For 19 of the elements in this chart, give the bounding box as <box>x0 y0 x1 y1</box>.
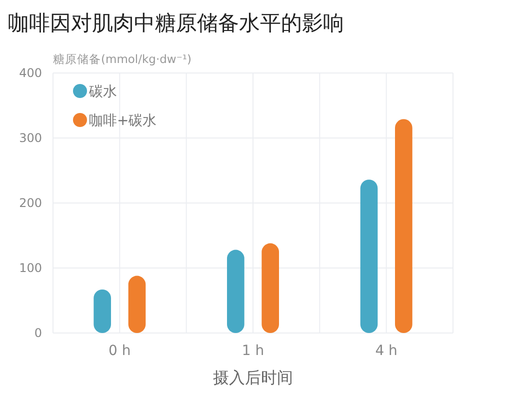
x-tick-label: 1 h <box>242 343 264 359</box>
bar <box>262 243 279 333</box>
x-tick-label: 0 h <box>108 343 131 359</box>
bar <box>94 289 111 333</box>
y-tick-label: 100 <box>19 261 42 276</box>
bar <box>227 250 244 333</box>
legend-label: 碳水 <box>88 84 117 100</box>
x-tick-label: 4 h <box>375 343 398 359</box>
y-tick-label: 200 <box>19 196 42 210</box>
y-tick-label: 300 <box>19 131 42 146</box>
bar <box>128 276 146 333</box>
y-axis-title: 糖原储备(mmol/kg·dw⁻¹) <box>53 52 192 66</box>
chart-title: 咖啡因对肌肉中糖原储备水平的影响 <box>8 11 344 35</box>
x-axis-title: 摄入后时间 <box>213 368 293 387</box>
legend-label: 咖啡+碳水 <box>89 112 157 129</box>
y-tick-label: 400 <box>19 66 42 80</box>
bar <box>395 119 412 333</box>
y-tick-label: 0 <box>34 326 42 340</box>
bar <box>360 180 378 333</box>
